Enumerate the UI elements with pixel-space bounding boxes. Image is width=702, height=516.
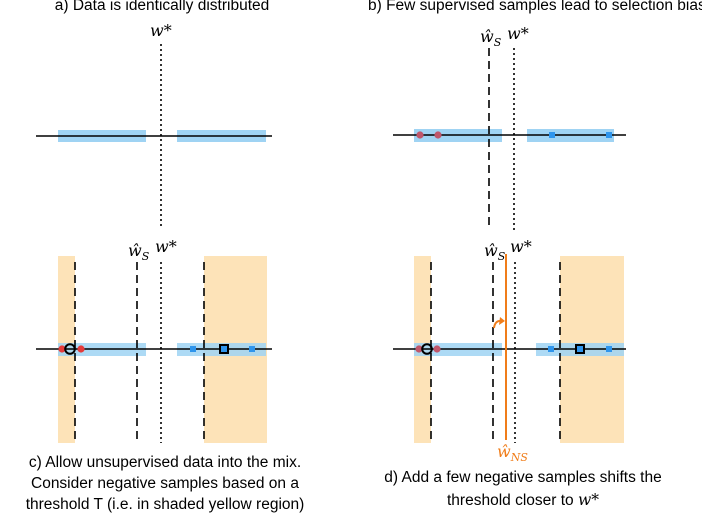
positive-sample (77, 345, 85, 353)
negative-sample (548, 346, 554, 352)
caption-c-line2: Consider negative samples based on a (31, 475, 299, 492)
panel-b: ŵS w* (393, 24, 626, 230)
negative-sample (606, 346, 612, 352)
negative-sample (606, 132, 612, 138)
positive-sample (416, 131, 424, 139)
w-hat-s-label: ŵS (484, 241, 506, 263)
w-star-label: w* (150, 21, 172, 40)
positive-sample (58, 345, 66, 353)
w-hat-ns-label: ŵNS (497, 442, 528, 464)
caption-c: c) Allow unsupervised data into the mix.… (0, 452, 330, 515)
negative-sample (249, 346, 255, 352)
caption-d-line1: d) Add a few negative samples shifts the (384, 469, 662, 486)
positive-sample (433, 345, 441, 353)
w-star-label: w* (510, 237, 532, 256)
caption-b: b) Few supervised samples lead to select… (368, 0, 702, 14)
w-star-label: w* (507, 24, 529, 43)
caption-c-line3: threshold T (i.e. in shaded yellow regio… (25, 496, 305, 513)
caption-d: d) Add a few negative samples shifts the… (356, 466, 690, 512)
caption-d-line2: threshold closer to w* (447, 491, 599, 509)
w-star-label: w* (155, 237, 177, 256)
caption-a: a) Data is identically distributed (54, 0, 270, 14)
panel-c: ŵS w* (36, 237, 272, 443)
unlabeled-selected-sample (421, 343, 433, 355)
w-hat-s-label: ŵS (480, 27, 502, 49)
arrowhead-icon (499, 317, 505, 325)
positive-sample (415, 345, 423, 353)
panel-d: ŵS w* ŵNS (393, 237, 626, 464)
caption-c-line1: c) Allow unsupervised data into the mix. (28, 454, 302, 471)
w-star-inline: w* (577, 491, 599, 509)
positive-sample (434, 131, 442, 139)
negative-sample (549, 132, 555, 138)
panel-a: w* (36, 21, 272, 228)
unlabeled-negative-sample (575, 344, 585, 354)
w-hat-s-label: ŵS (128, 241, 150, 263)
unlabeled-selected-sample (64, 343, 76, 355)
negative-sample (190, 346, 196, 352)
unlabeled-negative-sample (219, 344, 229, 354)
